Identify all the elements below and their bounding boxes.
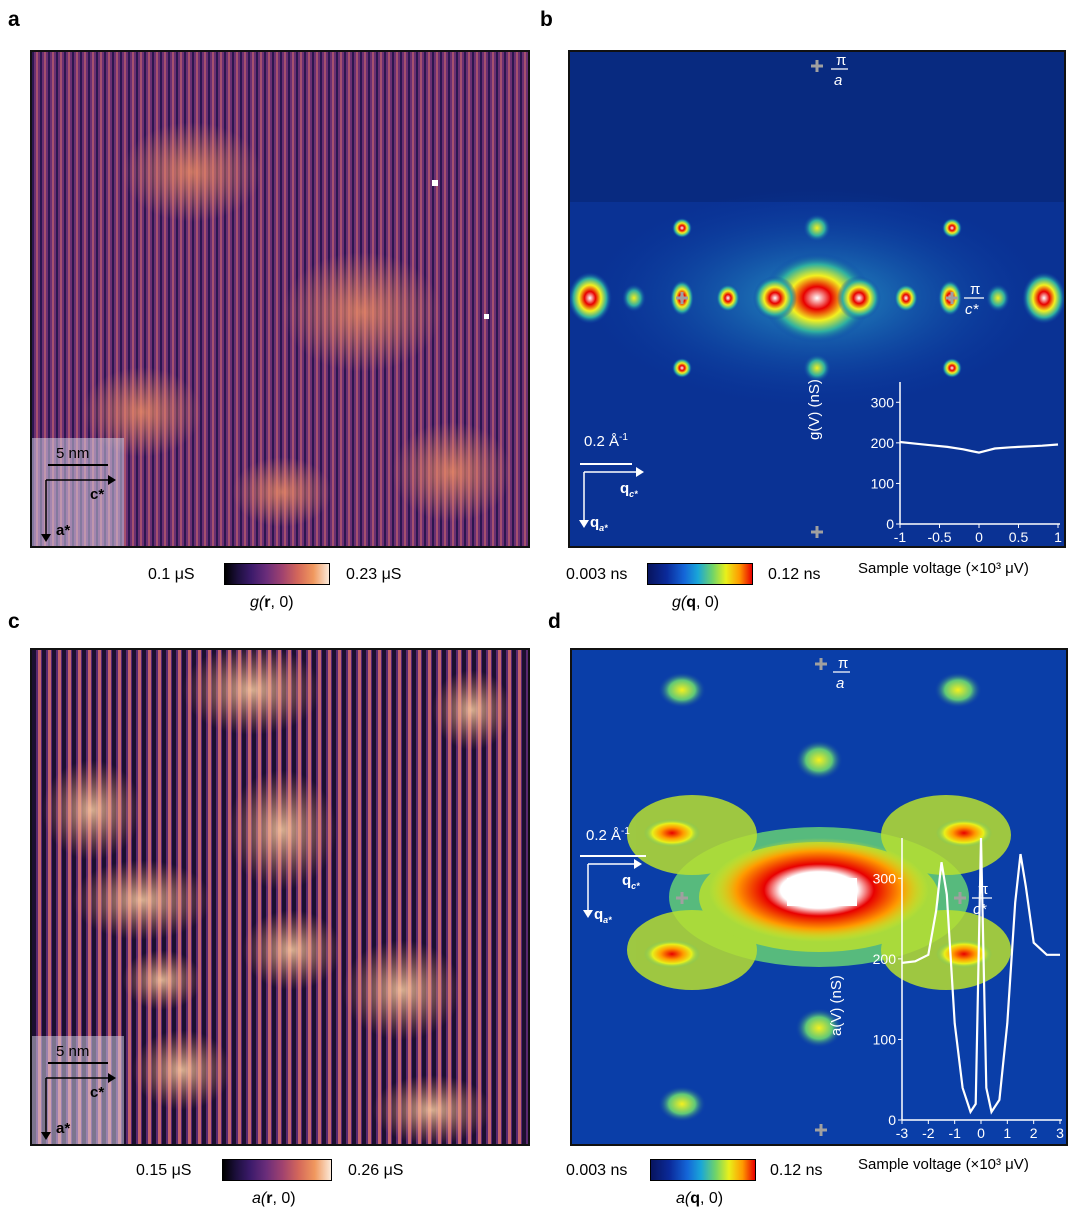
inset-ytick-label: 0 (886, 516, 894, 532)
inset-xlabel-d: Sample voltage (×10³ μV) (858, 1156, 1029, 1173)
inset-ytick-label: 300 (873, 870, 897, 886)
inset-ytick-label: 100 (873, 1031, 897, 1047)
panel-label-a: a (8, 8, 20, 31)
colorbar-a (224, 563, 330, 585)
colorbar-d (650, 1159, 756, 1181)
scale-inset-c (32, 1036, 124, 1144)
colorbar-max-c: 0.26 μS (348, 1162, 404, 1179)
inset-series-line (901, 837, 1060, 1115)
inset-ylabel-d: a(V) (nS) (828, 975, 845, 1036)
fourier-map-d: π a π c* (570, 648, 1068, 1146)
axis-c-star-c: c* (90, 1084, 105, 1101)
colorbar-max-d: 0.12 ns (770, 1162, 823, 1179)
inset-ytick-label: 300 (871, 394, 895, 410)
fft-texture-b: π a π c* -1 -0.5 0 0.5 1 0 100 200 300 (570, 52, 1064, 546)
axis-a-star-a: a* (56, 522, 71, 539)
inset-series-line (899, 440, 1059, 454)
inset-xtick-label: -1 (948, 1125, 961, 1141)
fourier-map-b: π a π c* -1 -0.5 0 0.5 1 0 100 200 300 0.2 Å-1 q… (568, 50, 1066, 548)
inset-xtick-label: -0.5 (927, 529, 951, 545)
colorbar-title-c: a(r, 0) (252, 1190, 296, 1207)
inset-xtick-label: 1 (1054, 529, 1062, 545)
scale-bar-label-b: 0.2 Å-1 (584, 432, 628, 450)
inset-xlabel-b: Sample voltage (×10³ μV) (858, 560, 1029, 577)
inset-xtick-label: 0.5 (1009, 529, 1029, 545)
inset-xtick-label: 3 (1056, 1125, 1064, 1141)
inset-ytick-label: 0 (888, 1112, 896, 1128)
axis-q-a-d: qa* (594, 906, 612, 925)
colorbar-min-b: 0.003 ns (566, 566, 628, 583)
conductance-map-c: 5 nm c* a* (30, 648, 530, 1146)
inset-xtick-label: 0 (975, 529, 983, 545)
colorbar-title-a: g(r, 0) (250, 594, 294, 611)
pi-a-num-d: π (838, 655, 848, 672)
inset-ylabel-b: g(V) (nS) (806, 379, 823, 440)
fft-texture-d: π a π c* (572, 650, 1066, 1144)
inset-xtick-label: -2 (922, 1125, 935, 1141)
inset-ytick-label: 100 (871, 475, 895, 491)
inset-ytick-label: 200 (873, 951, 897, 967)
colorbar-min-d: 0.003 ns (566, 1162, 628, 1179)
axis-c-star-a: c* (90, 486, 105, 503)
pi-c-den-b: c* (965, 301, 980, 318)
panel-label-b: b (540, 8, 553, 31)
colorbar-max-a: 0.23 μS (346, 566, 402, 583)
conductance-map-a: 5 nm c* a* (30, 50, 530, 548)
axis-q-c-b: qc* (620, 480, 638, 499)
colorbar-title-b: g(q, 0) (672, 594, 720, 611)
inset-plot-b: -1 -0.5 0 0.5 1 0 100 200 300 (871, 382, 1062, 545)
pi-c-num-b: π (970, 281, 980, 298)
scale-bar-label-a: 5 nm (56, 445, 90, 462)
colorbar-min-c: 0.15 μS (136, 1162, 192, 1179)
inset-ytick-label: 200 (871, 435, 895, 451)
scale-inset-a (32, 438, 124, 546)
colorbar-max-b: 0.12 ns (768, 566, 821, 583)
panel-label-c: c (8, 610, 20, 633)
colorbar-title-d: a(q, 0) (676, 1190, 724, 1207)
axes-arrows-c (41, 1062, 116, 1140)
inset-xtick-label: 0 (977, 1125, 985, 1141)
colorbar-b (647, 563, 753, 585)
scale-bar-label-c: 5 nm (56, 1043, 90, 1060)
panel-label-d: d (548, 610, 561, 633)
axis-a-star-c: a* (56, 1120, 71, 1137)
colorbar-c (222, 1159, 332, 1181)
scale-bar-label-d: 0.2 Å-1 (586, 826, 630, 844)
pi-a-num-b: π (836, 52, 846, 69)
axes-arrows-a (41, 464, 116, 542)
inset-xtick-label: 2 (1030, 1125, 1038, 1141)
axis-q-c-d: qc* (622, 872, 640, 891)
inset-xtick-label: -3 (896, 1125, 909, 1141)
colorbar-min-a: 0.1 μS (148, 566, 195, 583)
inset-plot-d: -3 -2 -1 0 1 2 3 0 100 200 300 (873, 837, 1064, 1141)
pi-a-den-d: a (836, 675, 844, 692)
inset-xtick-label: 1 (1003, 1125, 1011, 1141)
inset-xtick-label: -1 (894, 529, 907, 545)
axis-q-a-b: qa* (590, 514, 608, 533)
pi-a-den-b: a (834, 72, 842, 89)
